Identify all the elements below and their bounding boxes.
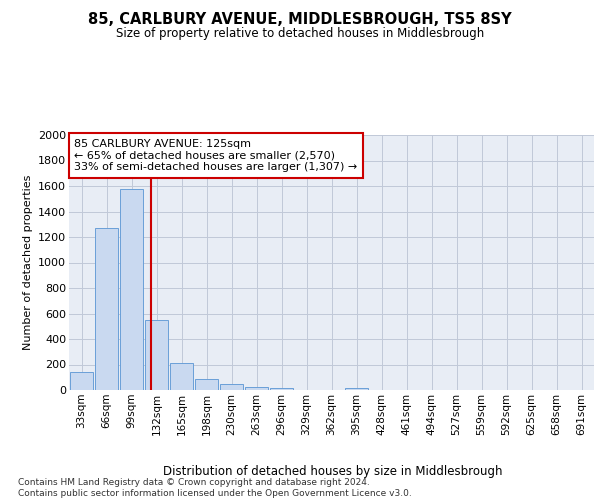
Bar (270, 388, 293, 390)
Text: Size of property relative to detached houses in Middlesbrough: Size of property relative to detached ho… (116, 28, 484, 40)
Bar (195, 378, 218, 390)
Y-axis label: Number of detached properties: Number of detached properties (23, 175, 32, 350)
Bar (170, 363, 193, 390)
Bar (70, 372, 93, 390)
Bar (220, 384, 243, 390)
Bar (95, 228, 118, 390)
Text: Contains HM Land Registry data © Crown copyright and database right 2024.
Contai: Contains HM Land Registry data © Crown c… (18, 478, 412, 498)
Bar (345, 388, 368, 390)
Bar (245, 388, 268, 390)
Text: Distribution of detached houses by size in Middlesbrough: Distribution of detached houses by size … (163, 464, 503, 477)
Text: 85 CARLBURY AVENUE: 125sqm
← 65% of detached houses are smaller (2,570)
33% of s: 85 CARLBURY AVENUE: 125sqm ← 65% of deta… (74, 139, 358, 172)
Text: 85, CARLBURY AVENUE, MIDDLESBROUGH, TS5 8SY: 85, CARLBURY AVENUE, MIDDLESBROUGH, TS5 … (88, 12, 512, 28)
Bar (145, 320, 168, 390)
Bar (120, 188, 143, 390)
